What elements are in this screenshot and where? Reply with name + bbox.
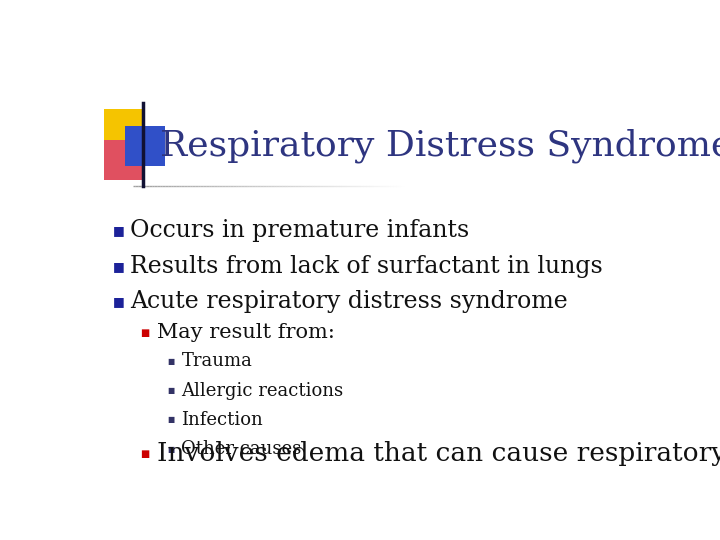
Text: ■: ■ (168, 357, 175, 366)
Text: ■: ■ (168, 444, 175, 454)
Bar (125, 126, 165, 166)
Text: ■: ■ (113, 260, 125, 273)
Bar (104, 140, 144, 180)
Text: ■: ■ (113, 295, 125, 308)
Text: Acute respiratory distress syndrome: Acute respiratory distress syndrome (130, 291, 568, 313)
Text: ■: ■ (140, 328, 150, 338)
Text: Infection: Infection (181, 411, 264, 429)
Bar (104, 110, 144, 150)
Text: Results from lack of surfactant in lungs: Results from lack of surfactant in lungs (130, 255, 603, 278)
Text: ■: ■ (113, 224, 125, 237)
Text: Trauma: Trauma (181, 352, 252, 370)
Text: Other causes: Other causes (181, 440, 302, 458)
Text: Occurs in premature infants: Occurs in premature infants (130, 219, 469, 242)
Text: Involves edema that can cause respiratory failure: Involves edema that can cause respirator… (158, 441, 720, 466)
Text: May result from:: May result from: (158, 323, 336, 342)
Text: ■: ■ (168, 415, 175, 424)
Text: ■: ■ (168, 386, 175, 395)
Text: ■: ■ (140, 449, 150, 458)
Text: Allergic reactions: Allergic reactions (181, 381, 343, 400)
Text: Respiratory Distress Syndrome: Respiratory Distress Syndrome (160, 129, 720, 163)
